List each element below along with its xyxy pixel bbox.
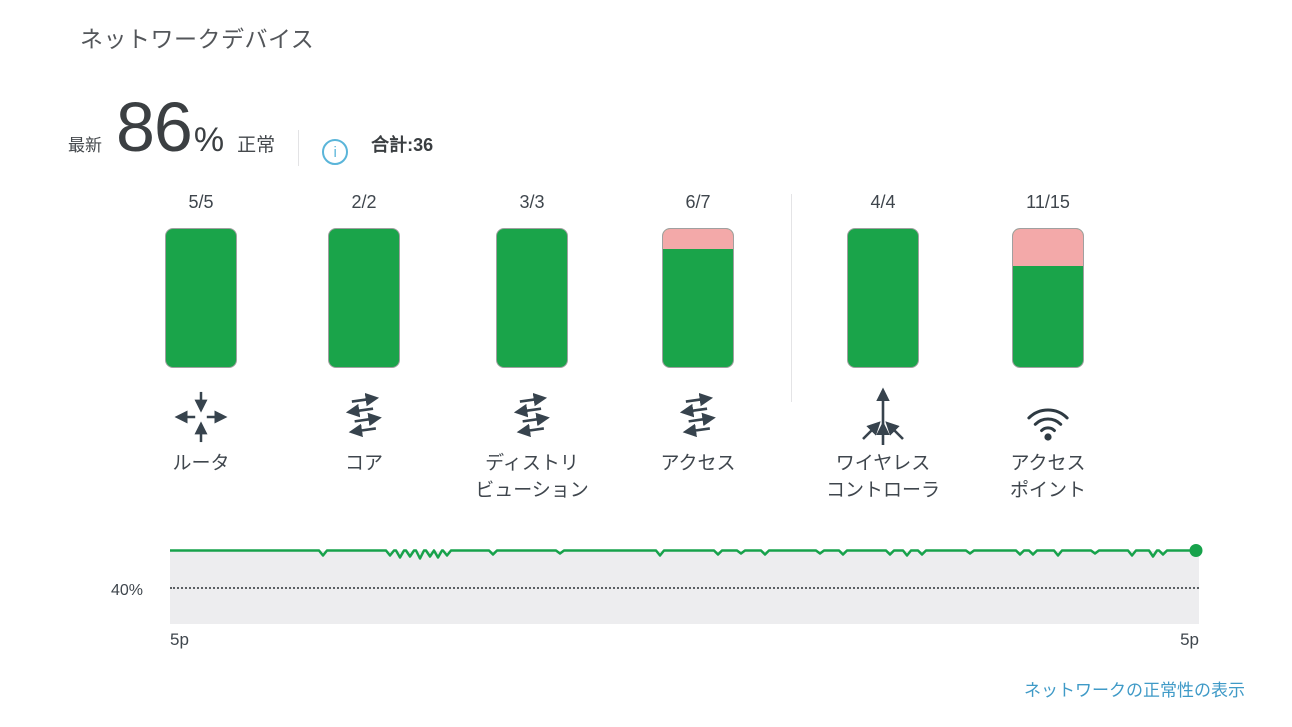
health-summary: 最新 86 % 正常 i 合計:36	[68, 88, 434, 166]
latest-label: 最新	[68, 136, 102, 155]
x-axis-tick-end: 5p	[1180, 630, 1199, 649]
timeline-40pct-gridline	[170, 587, 1199, 589]
category-access-point: 11/15 アクセス ポイント	[963, 192, 1133, 504]
count-label: 2/2	[351, 192, 377, 212]
summary-divider	[298, 130, 300, 166]
health-bar[interactable]	[328, 228, 400, 368]
access-point-icon	[1017, 387, 1079, 447]
timeline-endpoint-dot	[1189, 544, 1203, 557]
category-name: ルータ	[172, 453, 230, 474]
health-bar[interactable]	[165, 228, 237, 368]
total-count: 合計:36	[371, 135, 434, 155]
health-score: 86	[116, 88, 193, 166]
category-access: 6/7 アクセス	[613, 192, 783, 477]
health-timeline-sparkline[interactable]	[170, 541, 1210, 563]
wireless-controller-icon	[855, 387, 911, 447]
x-axis-tick-start: 5p	[170, 630, 189, 649]
group-divider	[791, 194, 792, 402]
category-core: 2/2 コア	[279, 192, 449, 477]
category-name: アクセス ポイント	[1009, 453, 1086, 501]
info-icon[interactable]: i	[322, 139, 349, 165]
percent-sign: %	[193, 121, 225, 159]
count-label: 6/7	[685, 192, 711, 212]
health-bar[interactable]	[1012, 228, 1084, 368]
category-name: コア	[344, 453, 383, 474]
y-axis-tick: 40%	[110, 582, 143, 599]
health-bar[interactable]	[847, 228, 919, 368]
category-distribution: 3/3 ディストリ ビューション	[447, 192, 617, 504]
healthy-label: 正常	[237, 135, 276, 156]
category-name: アクセス	[660, 453, 736, 474]
category-router: 5/5 ルータ	[116, 192, 286, 477]
switch-icon	[504, 387, 560, 447]
count-label: 4/4	[870, 192, 896, 212]
count-label: 3/3	[519, 192, 545, 212]
switch-icon	[670, 387, 726, 447]
page-title: ネットワークデバイス	[80, 26, 315, 52]
category-wireless-controller: 4/4 ワイヤレス コントローラ	[798, 192, 968, 504]
category-name: ディストリ ビューション	[475, 453, 589, 501]
view-network-health-link[interactable]: ネットワークの正常性の表示	[1024, 681, 1245, 700]
switch-icon	[336, 387, 392, 447]
count-label: 5/5	[188, 192, 214, 212]
category-name: ワイヤレス コントローラ	[825, 453, 940, 501]
router-icon	[174, 387, 228, 447]
health-bar[interactable]	[662, 228, 734, 368]
count-label: 11/15	[1026, 192, 1070, 212]
health-bar[interactable]	[496, 228, 568, 368]
